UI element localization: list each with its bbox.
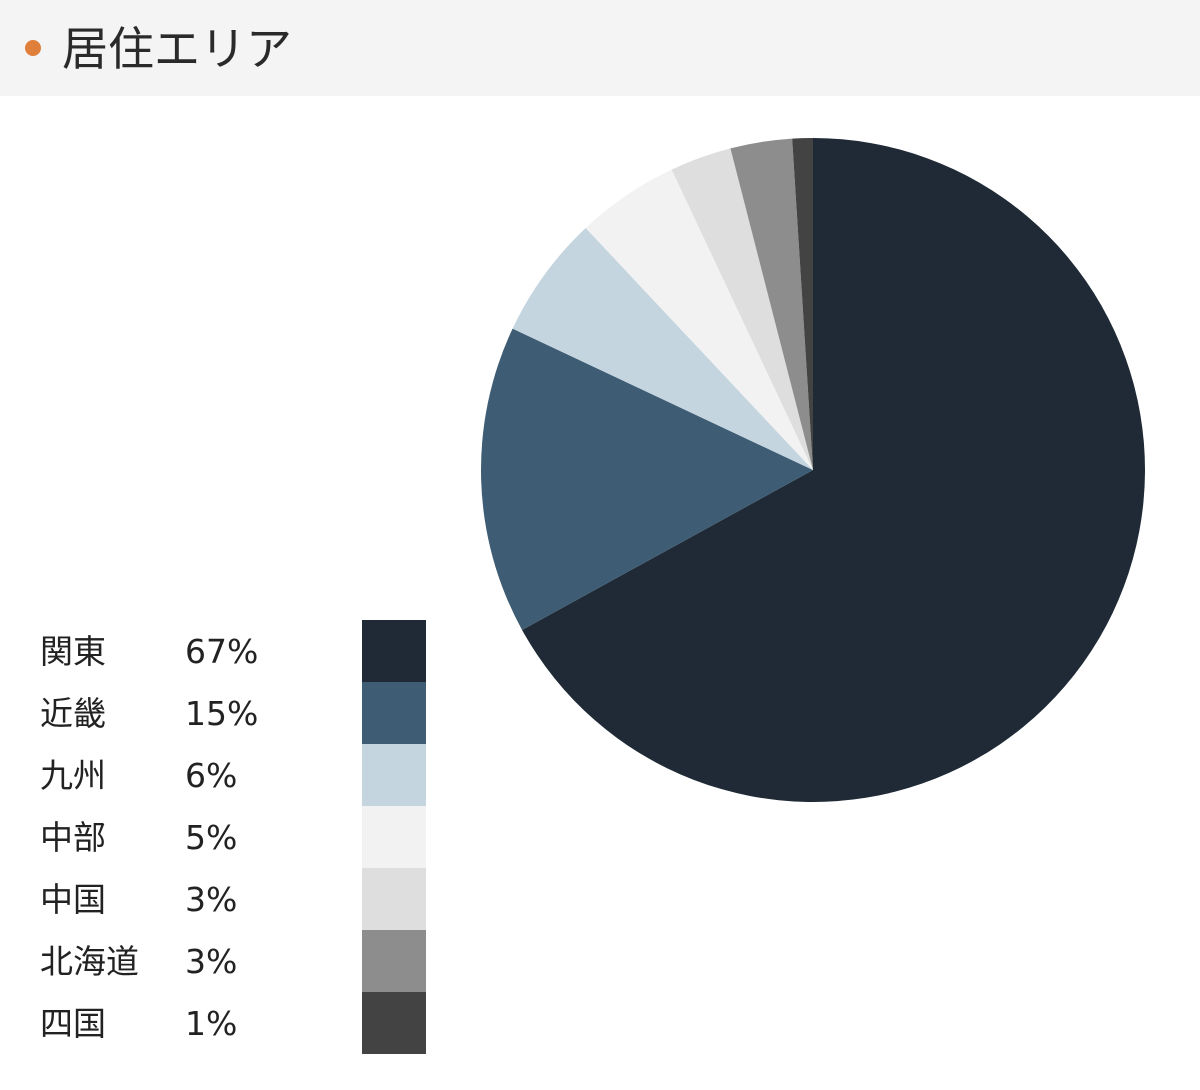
pie-slice-2 [512, 227, 813, 470]
legend-label: 北海道 [40, 942, 139, 981]
legend-percent: 3% [185, 880, 238, 919]
legend-swatch [362, 682, 426, 744]
legend-item: 中部 5% [0, 806, 440, 868]
bullet-dot-icon [25, 40, 41, 56]
legend-label: 関東 [40, 632, 106, 671]
legend-percent: 67% [185, 632, 259, 671]
legend-label: 近畿 [40, 694, 106, 733]
legend-item: 関東 67% [0, 620, 440, 682]
legend-item: 中国 3% [0, 868, 440, 930]
legend-label: 中国 [40, 880, 106, 919]
pie-slice-6 [792, 138, 813, 470]
legend-percent: 15% [185, 694, 259, 733]
legend-swatch [362, 806, 426, 868]
legend-item: 北海道 3% [0, 930, 440, 992]
pie-slice-5 [730, 138, 813, 470]
pie-slice-4 [671, 148, 813, 470]
legend-swatch [362, 992, 426, 1054]
legend-label: 中部 [40, 818, 106, 857]
legend-percent: 3% [185, 942, 238, 981]
legend-swatch [362, 868, 426, 930]
legend-label: 九州 [40, 756, 106, 795]
pie-slice-3 [585, 169, 813, 470]
section-header: 居住エリア [0, 0, 1200, 96]
pie-slice-0 [522, 138, 1145, 802]
pie-slice-1 [480, 328, 813, 630]
legend-swatch [362, 930, 426, 992]
legend-percent: 5% [185, 818, 238, 857]
legend-label: 四国 [40, 1004, 106, 1043]
legend-swatch [362, 744, 426, 806]
legend-item: 近畿 15% [0, 682, 440, 744]
legend-item: 九州 6% [0, 744, 440, 806]
legend-percent: 6% [185, 756, 238, 795]
legend-item: 四国 1% [0, 992, 440, 1054]
chart-legend: 関東 67% 近畿 15% 九州 6% 中部 5% 中国 3% 北海道 3% 四国 1% [0, 620, 440, 1054]
section-title: 居住エリア [62, 22, 292, 76]
legend-swatch [362, 620, 426, 682]
legend-percent: 1% [185, 1004, 238, 1043]
